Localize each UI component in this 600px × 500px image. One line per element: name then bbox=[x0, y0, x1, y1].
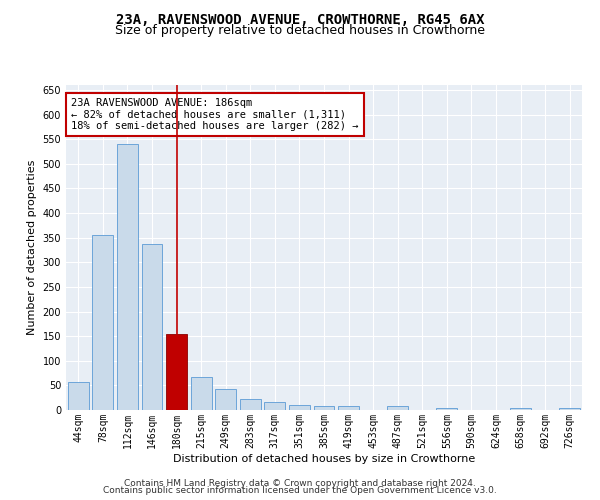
Text: Size of property relative to detached houses in Crowthorne: Size of property relative to detached ho… bbox=[115, 24, 485, 37]
Bar bbox=[265, 402, 286, 410]
Bar bbox=[240, 399, 261, 410]
Bar bbox=[559, 408, 580, 410]
Bar bbox=[387, 406, 408, 410]
Text: Contains HM Land Registry data © Crown copyright and database right 2024.: Contains HM Land Registry data © Crown c… bbox=[124, 478, 476, 488]
Bar bbox=[68, 382, 89, 410]
Bar bbox=[166, 334, 187, 410]
Bar bbox=[314, 406, 334, 410]
Bar bbox=[338, 406, 359, 410]
Text: 23A, RAVENSWOOD AVENUE, CROWTHORNE, RG45 6AX: 23A, RAVENSWOOD AVENUE, CROWTHORNE, RG45… bbox=[116, 12, 484, 26]
Bar bbox=[289, 405, 310, 410]
Bar bbox=[510, 408, 531, 410]
Bar bbox=[142, 244, 163, 410]
Bar bbox=[191, 376, 212, 410]
Text: Contains public sector information licensed under the Open Government Licence v3: Contains public sector information licen… bbox=[103, 486, 497, 495]
Bar bbox=[92, 235, 113, 410]
Text: 23A RAVENSWOOD AVENUE: 186sqm
← 82% of detached houses are smaller (1,311)
18% o: 23A RAVENSWOOD AVENUE: 186sqm ← 82% of d… bbox=[71, 98, 359, 131]
Bar bbox=[215, 390, 236, 410]
Bar bbox=[436, 408, 457, 410]
Bar bbox=[117, 144, 138, 410]
Y-axis label: Number of detached properties: Number of detached properties bbox=[27, 160, 37, 335]
X-axis label: Distribution of detached houses by size in Crowthorne: Distribution of detached houses by size … bbox=[173, 454, 475, 464]
